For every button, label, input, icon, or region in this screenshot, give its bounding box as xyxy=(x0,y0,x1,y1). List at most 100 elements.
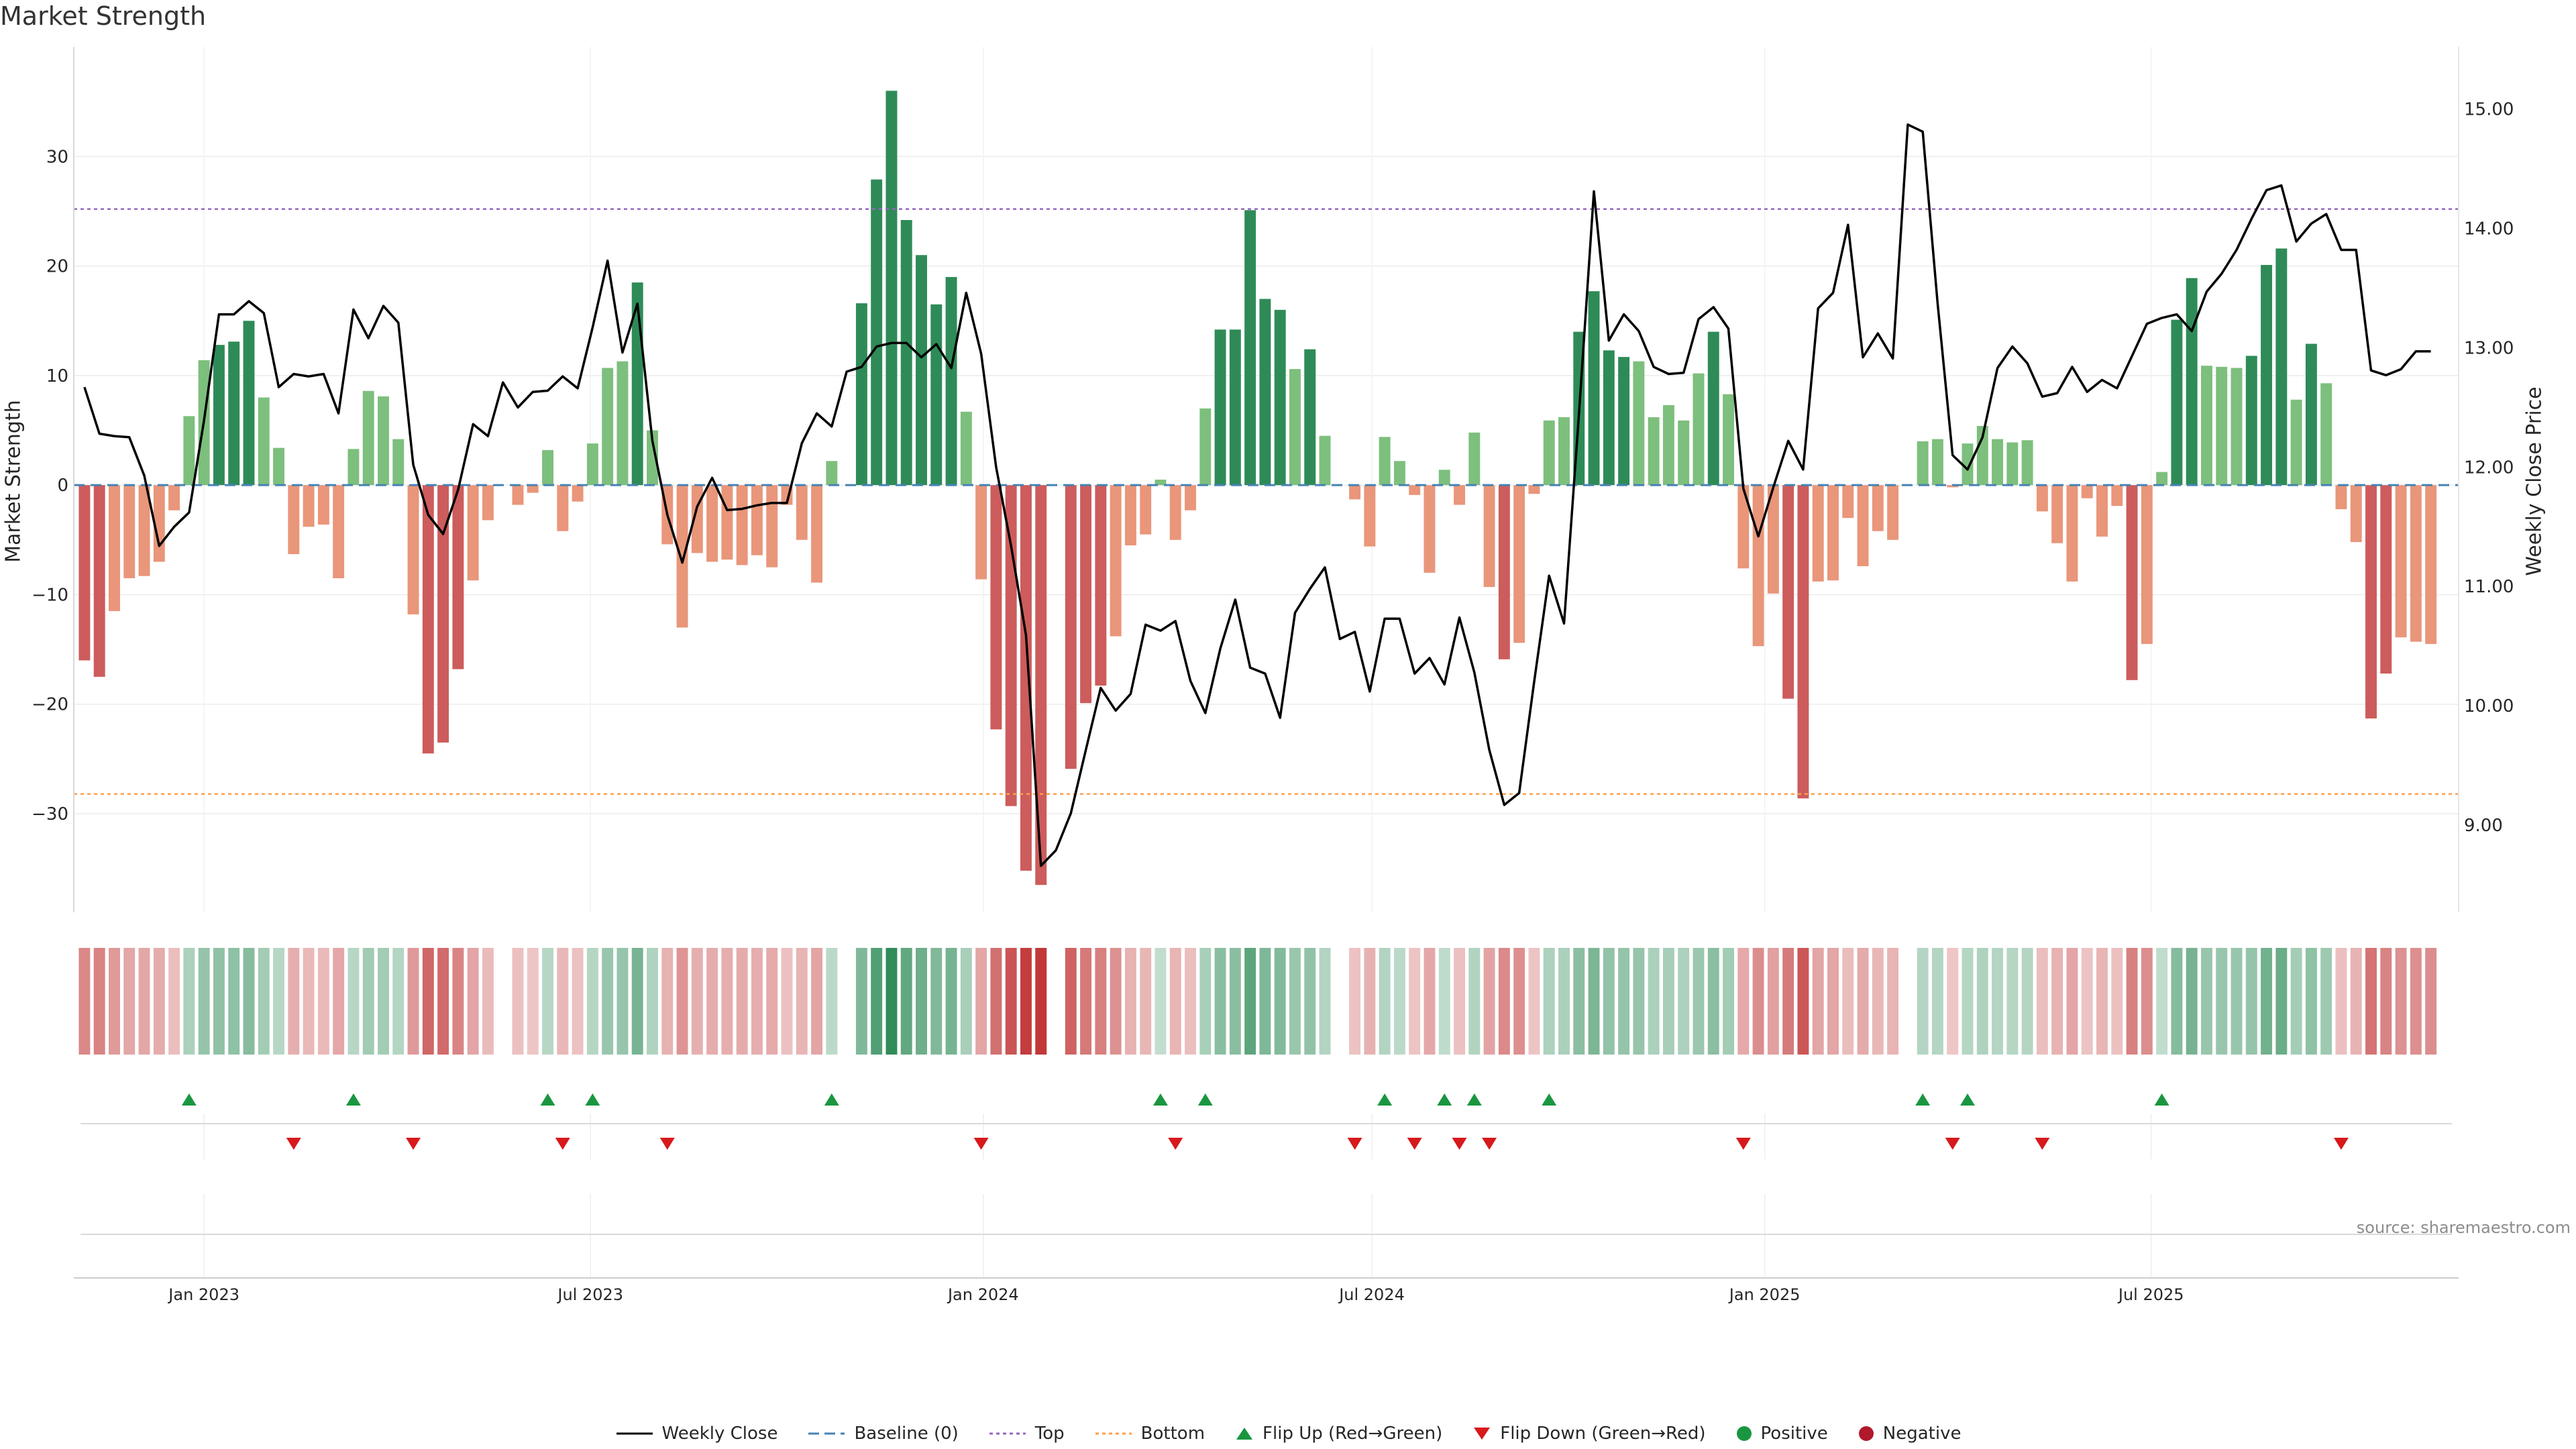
strength-bar xyxy=(2231,368,2243,486)
heat-cell xyxy=(1005,948,1017,1055)
heat-cell xyxy=(2275,948,2288,1055)
heat-cell xyxy=(2320,948,2332,1055)
heat-cell xyxy=(437,948,449,1055)
heat-cell xyxy=(1199,948,1212,1055)
strength-bar xyxy=(467,485,479,581)
heat-cell xyxy=(1857,948,1869,1055)
heat-cell xyxy=(602,948,614,1055)
heat-cell xyxy=(721,948,733,1055)
x-tick-label: Jul 2023 xyxy=(556,1285,623,1304)
heat-cell xyxy=(855,948,867,1055)
heat-cell xyxy=(1140,948,1152,1055)
strength-bar xyxy=(2245,356,2257,486)
y-tick-label: 10 xyxy=(46,366,68,386)
strength-bar xyxy=(885,91,898,486)
heat-cell xyxy=(1080,948,1092,1055)
y-tick-label: −30 xyxy=(32,804,68,824)
strength-bar xyxy=(2380,485,2392,674)
heat-cell xyxy=(1169,948,1181,1055)
strength-bar xyxy=(1304,349,1316,486)
flip-up-marker xyxy=(1197,1093,1213,1106)
strength-bar xyxy=(2335,485,2347,510)
flip-up-marker xyxy=(1152,1093,1168,1106)
strength-bar xyxy=(1169,485,1181,540)
strength-bar xyxy=(1035,485,1047,885)
strength-bar xyxy=(796,485,808,540)
heat-cell xyxy=(1947,948,1959,1055)
heat-cell xyxy=(93,948,105,1055)
heat-cell xyxy=(2200,948,2212,1055)
strength-bar xyxy=(1424,485,1436,573)
heat-cell xyxy=(2425,948,2437,1055)
strength-bar xyxy=(945,276,957,486)
strength-bar xyxy=(1662,405,1674,486)
strength-bar xyxy=(1962,443,1974,486)
y-tick-label: 20 xyxy=(46,257,68,277)
strength-heat-strip xyxy=(78,948,2437,1055)
heat-cell xyxy=(1573,948,1585,1055)
heat-cell xyxy=(2305,948,2317,1055)
strength-bar xyxy=(1214,329,1226,486)
strength-bar xyxy=(557,485,569,531)
strength-bar xyxy=(1992,439,2004,486)
flip-down-marker xyxy=(555,1138,570,1150)
heat-cell xyxy=(512,948,524,1055)
strength-bar xyxy=(2036,485,2048,512)
heat-cell xyxy=(527,948,539,1055)
y-tick-label: −20 xyxy=(32,695,68,715)
heat-cell xyxy=(572,948,584,1055)
heat-cell xyxy=(900,948,912,1055)
strength-bar xyxy=(317,485,329,525)
strength-bar xyxy=(2350,485,2362,543)
heat-cell xyxy=(871,948,883,1055)
heat-cell xyxy=(1962,948,1974,1055)
heat-cell xyxy=(1678,948,1690,1055)
strength-bar xyxy=(243,321,255,486)
heat-cell xyxy=(1454,948,1465,1055)
flip-up-marker xyxy=(2154,1093,2169,1106)
strength-bar xyxy=(273,447,284,486)
flip-down-marker xyxy=(406,1138,421,1150)
strength-bar xyxy=(482,485,494,521)
strength-bar xyxy=(1872,485,1884,531)
y-tick-label: 30 xyxy=(46,147,68,167)
heat-cell xyxy=(1319,948,1331,1055)
heat-cell xyxy=(1707,948,1719,1055)
strength-bar xyxy=(123,485,136,578)
heat-cell xyxy=(542,948,554,1055)
flip-down-marker xyxy=(1945,1138,1960,1150)
strength-bar xyxy=(721,485,733,560)
legend-item-positive: Positive xyxy=(1735,1424,1828,1444)
heat-cell xyxy=(2261,948,2273,1055)
y2-tick-label: 9.00 xyxy=(2464,816,2503,836)
strength-bar xyxy=(736,485,748,566)
heat-cell xyxy=(2171,948,2183,1055)
strength-bar xyxy=(93,485,105,677)
strength-bar xyxy=(2275,248,2288,486)
strength-bar xyxy=(1513,485,1525,643)
heat-cell xyxy=(2395,948,2407,1055)
y-tick-label: −10 xyxy=(32,585,68,605)
triangle-up-icon xyxy=(1236,1428,1253,1440)
heat-cell xyxy=(153,948,165,1055)
strength-bar xyxy=(303,485,315,527)
heat-cell xyxy=(168,948,180,1055)
strength-bar xyxy=(1752,485,1764,647)
heat-cell xyxy=(2051,948,2063,1055)
heat-cell xyxy=(138,948,150,1055)
heat-cell xyxy=(945,948,957,1055)
strength-bar xyxy=(1618,357,1630,486)
strength-bar xyxy=(1005,485,1017,806)
strength-bar xyxy=(1737,485,1750,569)
heat-cell xyxy=(1155,948,1167,1055)
circle-icon xyxy=(1736,1426,1752,1441)
heat-cell xyxy=(1214,948,1226,1055)
weekly-close-series xyxy=(83,123,2431,867)
strength-bar xyxy=(1931,439,1943,486)
strength-bar xyxy=(975,485,987,580)
strength-bar xyxy=(109,485,120,611)
strength-bar xyxy=(1842,485,1854,519)
flip-up-marker xyxy=(1377,1093,1393,1106)
strength-bar xyxy=(1364,485,1376,547)
strength-bar xyxy=(2096,485,2108,537)
